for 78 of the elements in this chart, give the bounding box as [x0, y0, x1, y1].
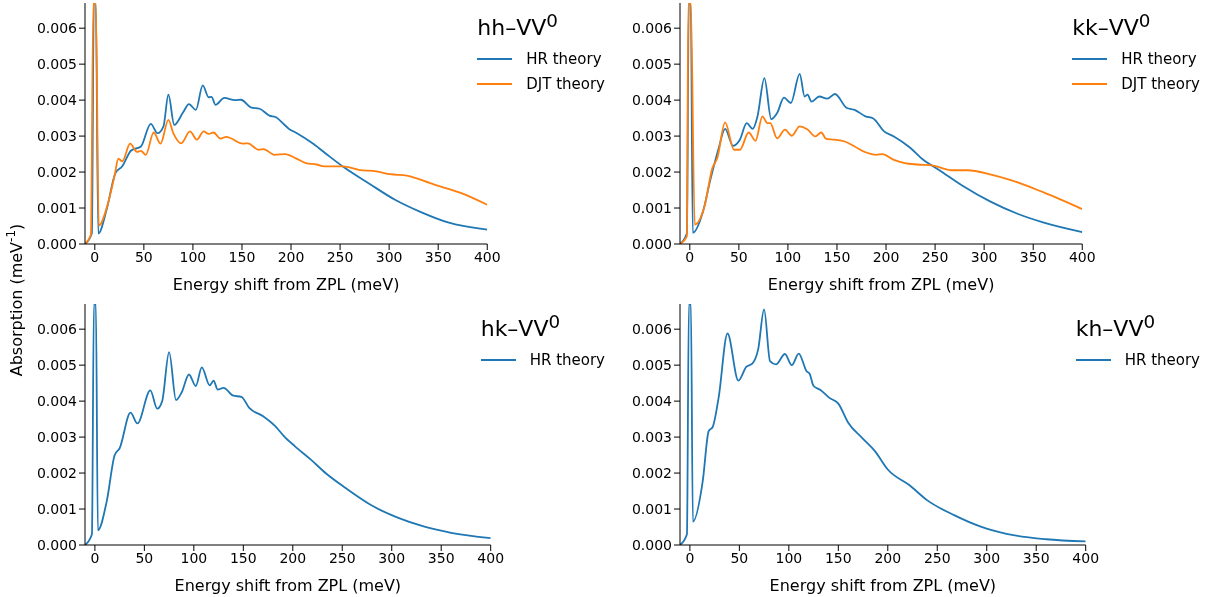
- x-tick-label: 200: [277, 248, 305, 265]
- y-tick-label: 0.002: [631, 164, 672, 181]
- x-tick-label: 250: [923, 549, 951, 566]
- x-tick-label: 250: [326, 248, 354, 265]
- y-tick-label: 0.003: [36, 429, 77, 446]
- legend-label: HR theory: [1121, 49, 1197, 68]
- x-tick-label: 150: [824, 549, 852, 566]
- y-tick-label: 0.006: [36, 321, 78, 338]
- x-tick-label: 0: [685, 248, 695, 265]
- x-tick-label: 50: [730, 549, 749, 566]
- x-tick-label: 350: [1022, 549, 1050, 566]
- x-tick-label: 0: [685, 549, 695, 566]
- legend-label: HR theory: [1124, 350, 1200, 369]
- x-axis-title: Energy shift from ZPL (meV): [174, 576, 402, 595]
- x-tick-label: 100: [774, 248, 802, 265]
- x-tick-label: 200: [872, 248, 900, 265]
- y-tick-label: 0.001: [631, 501, 672, 517]
- x-tick-label: 350: [424, 248, 452, 265]
- y-tick-label: 0.004: [36, 92, 78, 109]
- x-tick-label: 0: [90, 549, 100, 566]
- x-axis-title: Energy shift from ZPL (meV): [172, 275, 400, 294]
- x-axis-title: Energy shift from ZPL (meV): [767, 275, 995, 294]
- x-tick-label: 300: [375, 248, 403, 265]
- legend-label: HR theory: [526, 49, 602, 68]
- y-tick-label: 0.000: [631, 536, 672, 553]
- x-tick-label: 150: [823, 248, 851, 265]
- legend-title: hh–VV$^{0}$: [477, 10, 559, 41]
- y-tick-label: 0.003: [631, 128, 672, 145]
- x-tick-label: 100: [180, 549, 208, 566]
- x-tick-label: 400: [1072, 549, 1100, 566]
- y-tick-label: 0.000: [631, 235, 672, 252]
- legend-label: HR theory: [529, 350, 605, 369]
- x-tick-label: 250: [921, 248, 949, 265]
- y-tick-label: 0.001: [631, 200, 672, 216]
- y-tick-label: 0.003: [631, 429, 672, 446]
- x-tick-label: 0: [90, 248, 100, 265]
- legend-title: kk–VV$^{0}$: [1072, 10, 1152, 41]
- x-tick-label: 300: [970, 248, 998, 265]
- x-tick-label: 50: [135, 549, 154, 566]
- y-tick-label: 0.005: [36, 56, 77, 73]
- x-tick-label: 250: [328, 549, 356, 566]
- y-tick-label: 0.004: [631, 92, 673, 109]
- y-tick-label: 0.006: [631, 20, 673, 37]
- x-tick-label: 400: [1068, 248, 1096, 265]
- x-tick-label: 300: [973, 549, 1001, 566]
- y-tick-label: 0.002: [36, 465, 77, 482]
- y-tick-label: 0.002: [631, 465, 672, 482]
- x-tick-label: 50: [134, 248, 153, 265]
- y-tick-label: 0.004: [36, 393, 78, 410]
- legend-title: hk–VV$^{0}$: [480, 311, 562, 342]
- x-tick-label: 400: [477, 549, 505, 566]
- y-tick-label: 0.006: [631, 321, 673, 338]
- y-tick-label: 0.005: [631, 357, 672, 374]
- y-tick-label: 0.001: [36, 501, 77, 517]
- x-axis-title: Energy shift from ZPL (meV): [769, 576, 997, 595]
- x-tick-label: 50: [729, 248, 748, 265]
- y-tick-label: 0.006: [36, 20, 78, 37]
- x-tick-label: 100: [775, 549, 803, 566]
- x-tick-label: 150: [229, 549, 257, 566]
- legend-label: DJT theory: [1121, 74, 1200, 93]
- x-tick-label: 350: [1019, 248, 1047, 265]
- y-tick-label: 0.005: [36, 357, 77, 374]
- y-tick-label: 0.005: [631, 56, 672, 73]
- y-tick-label: 0.002: [36, 164, 77, 181]
- x-tick-label: 150: [228, 248, 256, 265]
- legend-label: DJT theory: [526, 74, 605, 93]
- y-tick-label: 0.003: [36, 128, 77, 145]
- x-tick-label: 400: [473, 248, 501, 265]
- y-tick-label: 0.004: [631, 393, 673, 410]
- x-tick-label: 300: [378, 549, 406, 566]
- legend-title: kh–VV$^{0}$: [1075, 311, 1157, 342]
- x-tick-label: 100: [179, 248, 207, 265]
- x-tick-label: 200: [874, 549, 902, 566]
- x-tick-label: 200: [279, 549, 307, 566]
- y-tick-label: 0.000: [36, 536, 77, 553]
- y-tick-label: 0.000: [36, 235, 77, 252]
- y-tick-label: 0.001: [36, 200, 77, 216]
- x-tick-label: 350: [427, 549, 455, 566]
